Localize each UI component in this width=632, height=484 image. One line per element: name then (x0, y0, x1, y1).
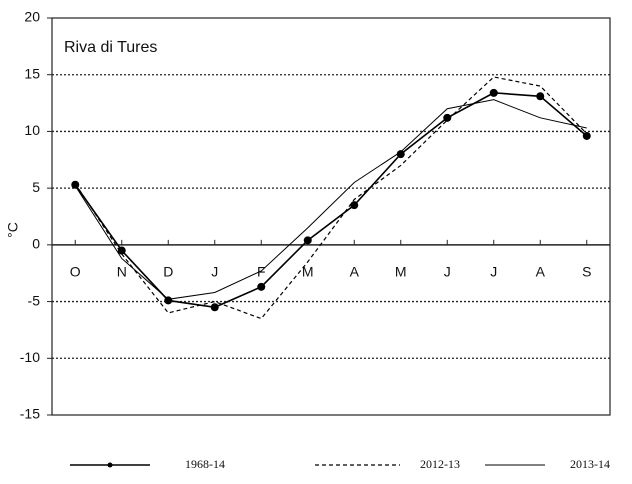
x-tick-label: D (163, 264, 173, 280)
marker (210, 303, 219, 312)
legend-label: 2013-14 (570, 457, 610, 471)
legend-marker (107, 462, 113, 468)
y-tick-label: 15 (24, 65, 40, 81)
y-tick-label: -5 (28, 292, 41, 308)
series-line (74, 99, 587, 300)
y-tick-label: 10 (24, 122, 40, 138)
x-tick-label: N (117, 264, 127, 280)
x-tick-label: S (582, 264, 591, 280)
marker (71, 180, 80, 189)
x-tick-label: M (395, 264, 407, 280)
marker (396, 150, 405, 159)
y-tick-label: -15 (20, 406, 40, 422)
x-tick-label: J (444, 264, 451, 280)
marker (443, 113, 452, 122)
x-tick-label: M (302, 264, 314, 280)
y-tick-label: 20 (24, 9, 40, 25)
marker (489, 88, 498, 97)
x-tick-label: A (350, 264, 360, 280)
marker (536, 92, 545, 101)
x-tick-label: J (490, 264, 497, 280)
plot-frame (51, 17, 611, 416)
legend-label: 1968-14 (185, 457, 225, 471)
marker (303, 236, 312, 245)
marker (257, 282, 266, 291)
marker (164, 296, 173, 305)
x-tick-label: J (211, 264, 218, 280)
annotation: Riva di Tures (64, 39, 157, 56)
x-tick-label: F (257, 264, 266, 280)
marker (350, 201, 359, 210)
y-tick-label: 5 (32, 179, 40, 195)
marker (582, 131, 591, 140)
legend-label: 2012-13 (420, 457, 460, 471)
x-tick-label: O (70, 264, 81, 280)
marker (117, 246, 126, 255)
x-tick-label: A (536, 264, 546, 280)
y-tick-label: 0 (32, 236, 40, 252)
y-tick-label: -10 (20, 349, 40, 365)
y-axis-title: °C (5, 222, 21, 238)
series-line (74, 92, 588, 309)
